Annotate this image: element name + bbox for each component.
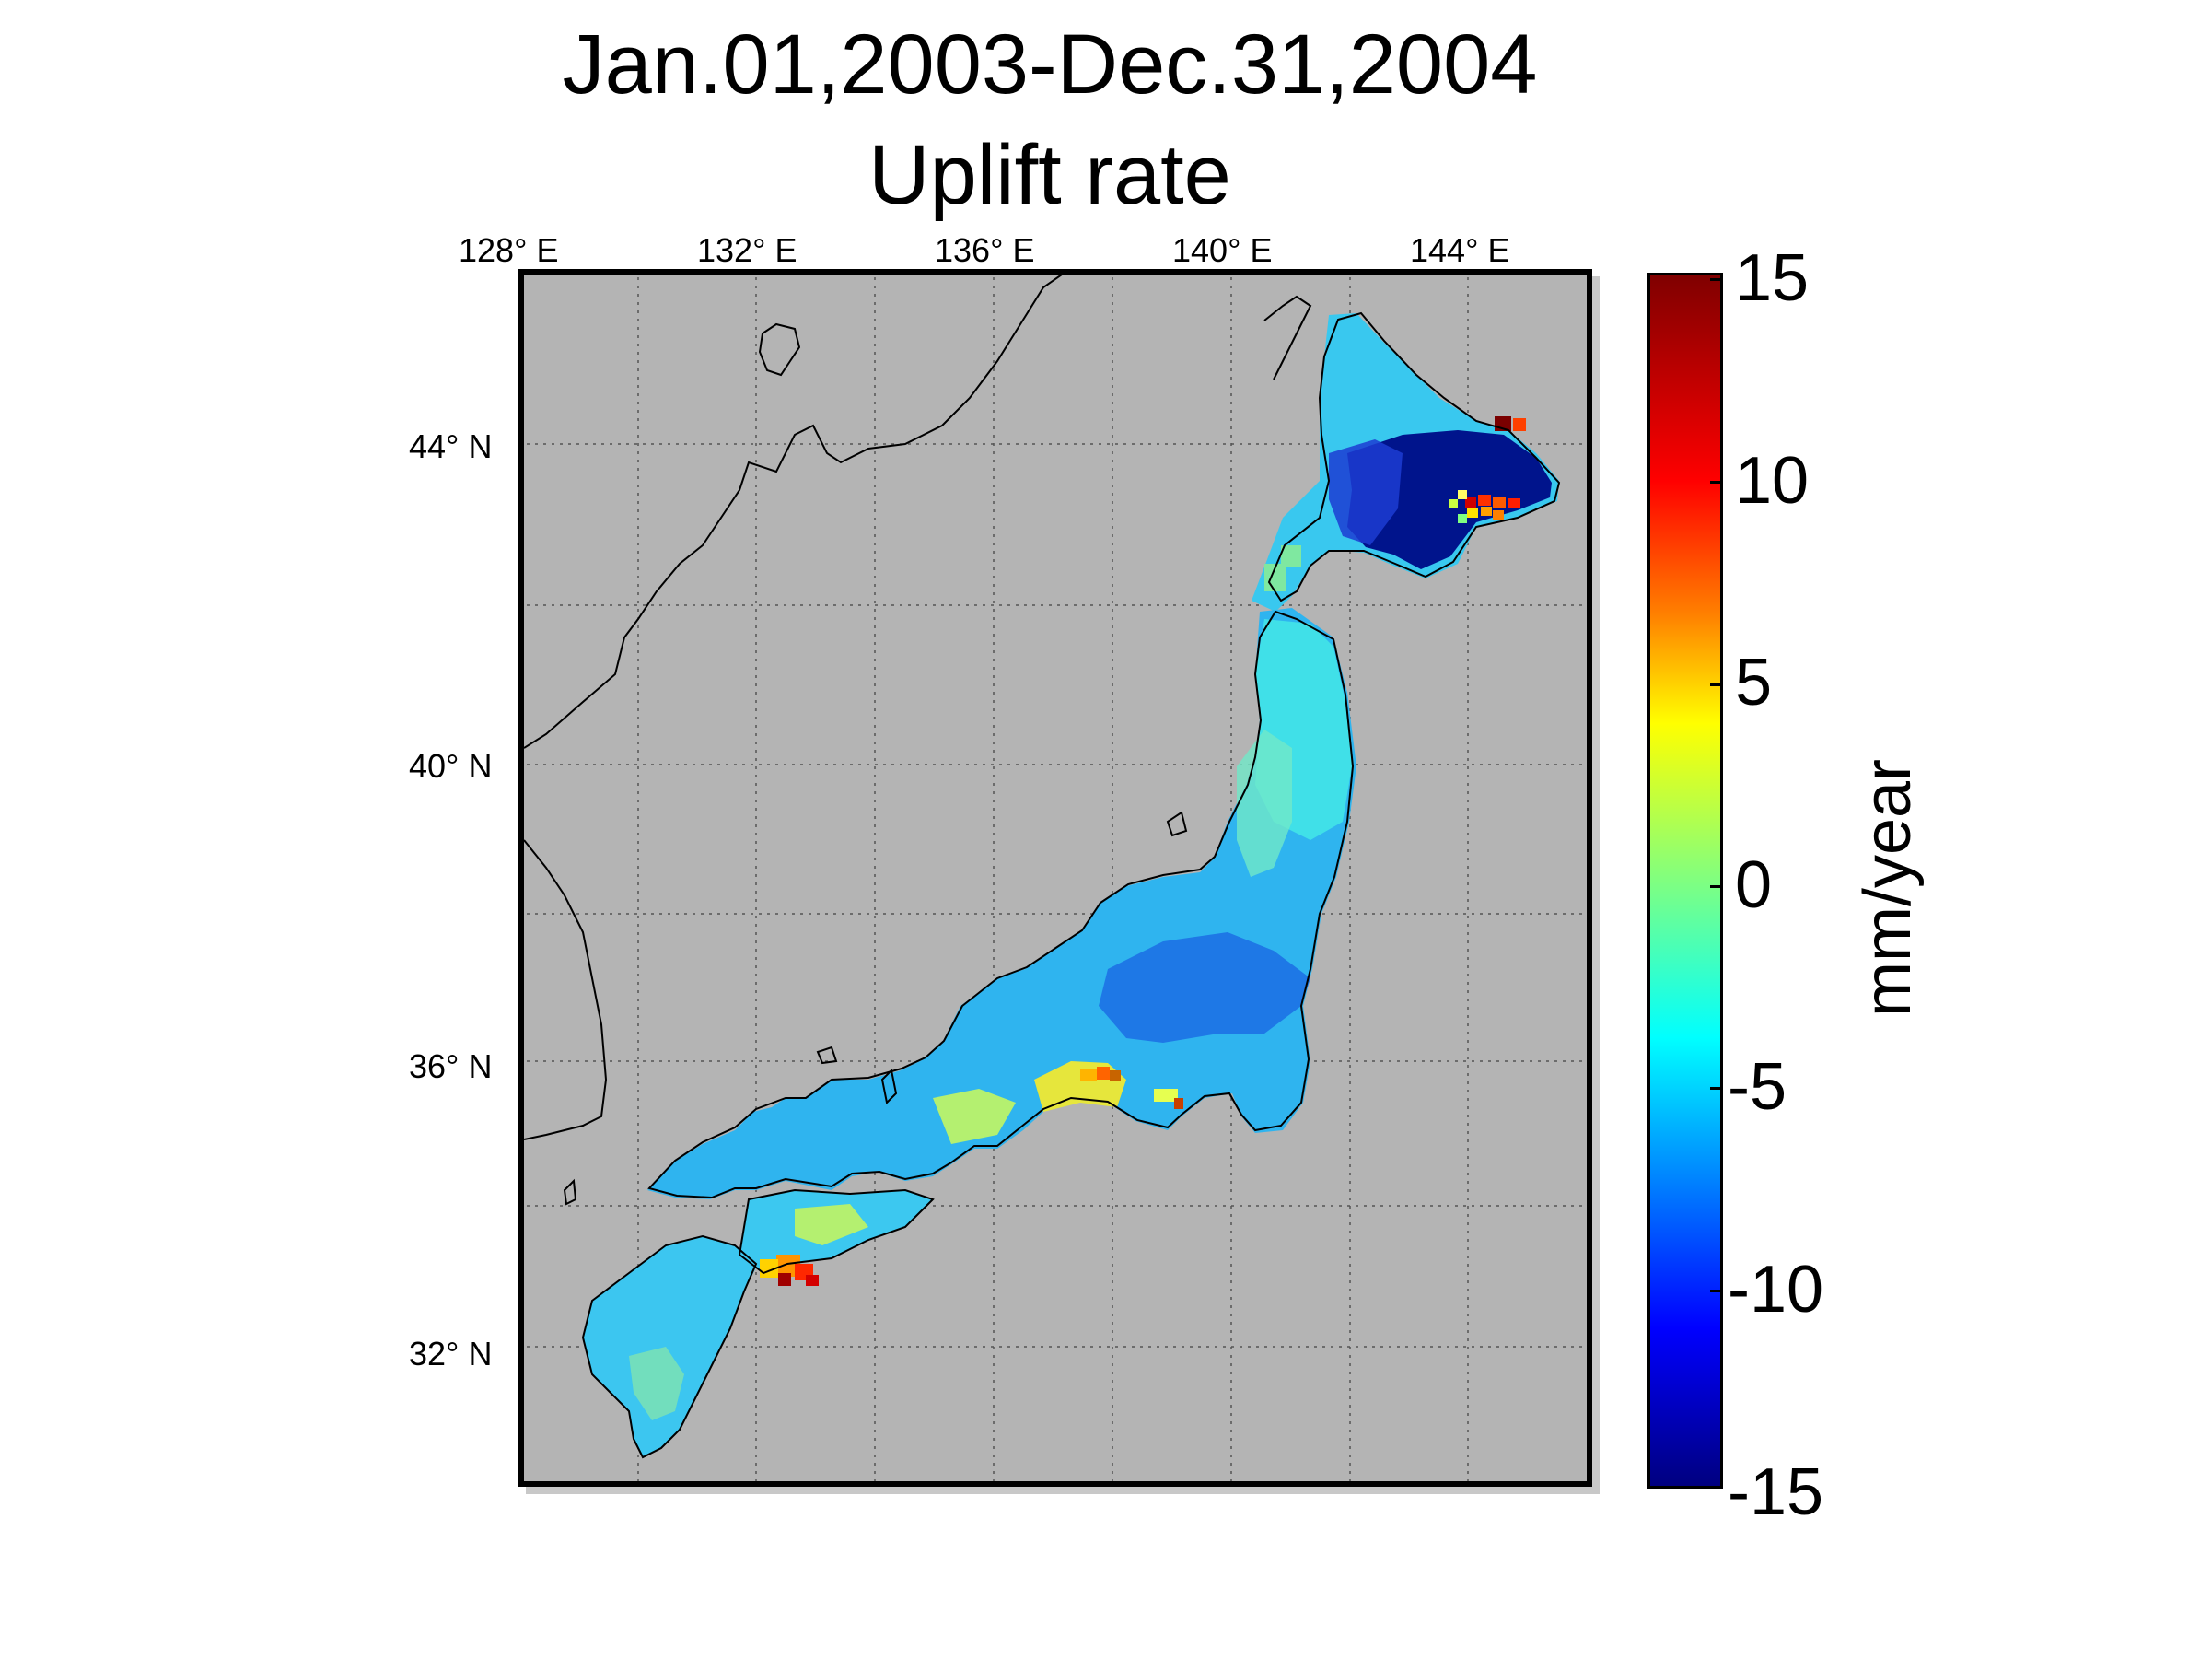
honshu-coastline bbox=[647, 610, 1355, 1199]
colorbar-tick-10: 10 bbox=[1735, 444, 1810, 518]
colorbar-tick-5: 5 bbox=[1735, 646, 1773, 719]
colorbar-tick-mark bbox=[1710, 481, 1723, 484]
kyushu-coastline bbox=[581, 1234, 758, 1459]
lon-tick-132: 132° E bbox=[697, 231, 797, 269]
lat-tick-44: 44° N bbox=[409, 427, 493, 465]
moneron-island bbox=[758, 322, 801, 377]
lon-tick-144: 144° E bbox=[1410, 231, 1510, 269]
honshu-greenish-strip bbox=[1237, 730, 1292, 877]
colorbar-tick-mark bbox=[1710, 1290, 1723, 1292]
lat-tick-40: 40° N bbox=[409, 747, 493, 785]
hokkaido-uplift-spots bbox=[1449, 416, 1526, 523]
kyushu-region bbox=[583, 1236, 758, 1457]
lon-tick-128: 128° E bbox=[459, 231, 559, 269]
lat-tick-36: 36° N bbox=[409, 1047, 493, 1085]
honshu-central-deficit bbox=[1099, 932, 1310, 1043]
hokkaido-coastline bbox=[1267, 311, 1561, 602]
tsushima-island bbox=[563, 1178, 577, 1206]
colorbar bbox=[1647, 273, 1723, 1489]
map-title-line-2: Uplift rate bbox=[868, 128, 1231, 222]
colorbar-tick-mark bbox=[1710, 1087, 1723, 1090]
colorbar-tick-mark bbox=[1710, 278, 1723, 281]
honshu-landmass bbox=[647, 608, 1356, 1199]
uplift-map bbox=[524, 275, 1587, 1481]
lon-tick-140: 140° E bbox=[1172, 231, 1273, 269]
oki-islands bbox=[816, 1046, 838, 1065]
lake-biwa bbox=[880, 1068, 898, 1105]
colorbar-tick-minus-10: -10 bbox=[1728, 1253, 1824, 1326]
lat-tick-32: 32° N bbox=[409, 1335, 493, 1373]
kyushu-landmass bbox=[583, 1236, 758, 1457]
colorbar-tick-minus-15: -15 bbox=[1728, 1455, 1824, 1529]
map-title-line-1: Jan.01,2003-Dec.31,2004 bbox=[562, 18, 1538, 111]
colorbar-tick-15: 15 bbox=[1735, 241, 1810, 315]
continent-coastline bbox=[524, 275, 1063, 749]
colorbar-tick-mark bbox=[1710, 683, 1723, 686]
honshu-region bbox=[647, 608, 1356, 1286]
lon-tick-136: 136° E bbox=[935, 231, 1035, 269]
korea-coastline bbox=[524, 839, 608, 1140]
hokkaido-region bbox=[1252, 313, 1559, 612]
colorbar-tick-mark bbox=[1710, 885, 1723, 888]
tokai-uplift-patches bbox=[933, 1061, 1183, 1144]
colorbar-tick-minus-5: -5 bbox=[1728, 1050, 1787, 1124]
sakhalin-coastline bbox=[1263, 295, 1312, 380]
colorbar-tick-0: 0 bbox=[1735, 848, 1773, 922]
sado-island bbox=[1166, 811, 1188, 837]
hokkaido-central-deficit bbox=[1329, 439, 1403, 545]
kyushu-green bbox=[629, 1347, 684, 1420]
coastlines bbox=[524, 275, 1561, 1459]
colorbar-unit-label: mm/year bbox=[1851, 758, 1925, 1018]
shikoku-coastline bbox=[738, 1188, 935, 1275]
